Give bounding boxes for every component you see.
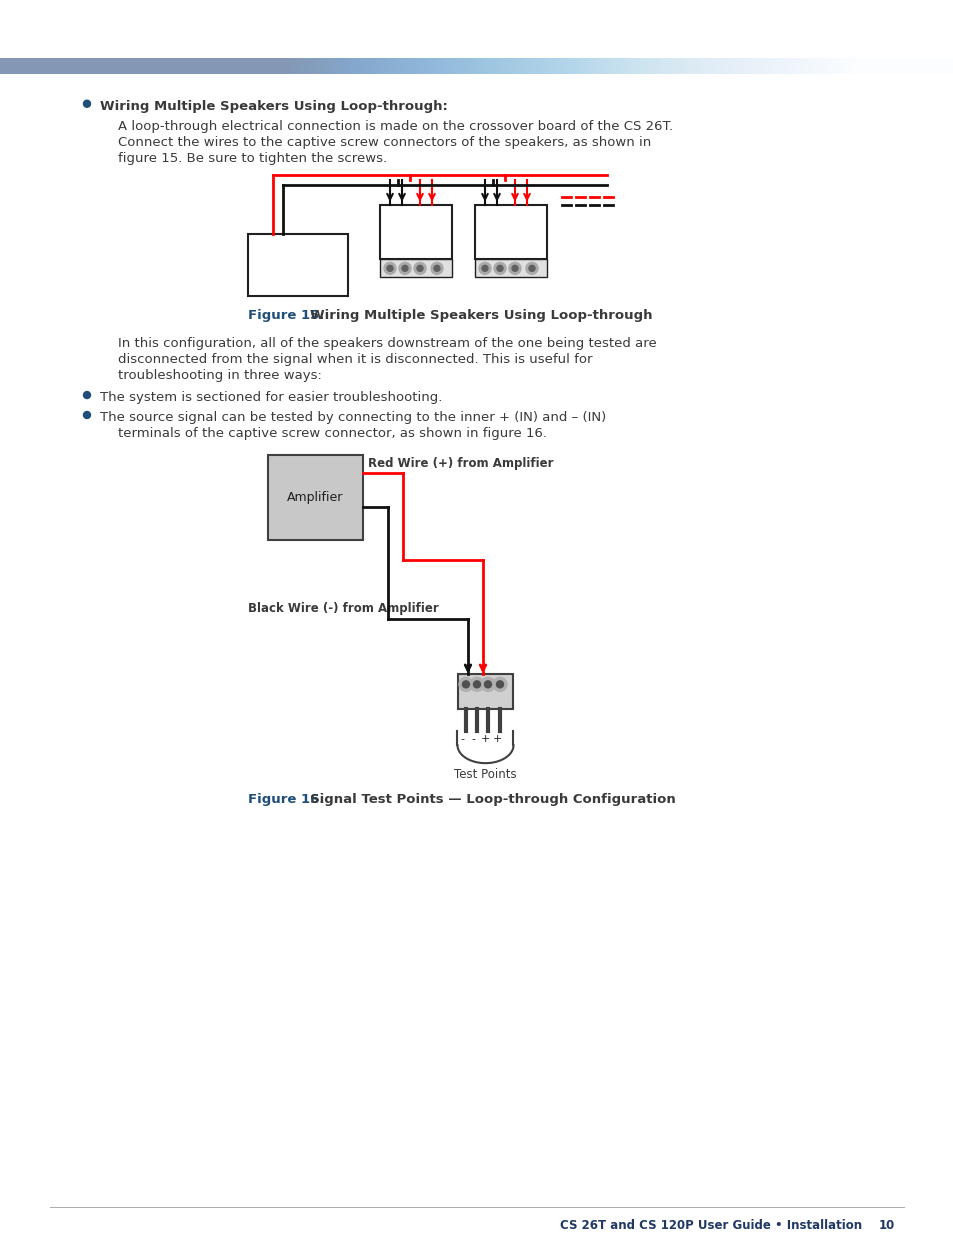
Circle shape [434,266,439,272]
Circle shape [494,262,505,274]
Text: The system is sectioned for easier troubleshooting.: The system is sectioned for easier troub… [100,391,442,404]
Text: Red Wire (+) from Amplifier: Red Wire (+) from Amplifier [368,457,553,469]
Circle shape [496,680,503,688]
Circle shape [398,262,411,274]
Text: figure 15. Be sure to tighten the screws.: figure 15. Be sure to tighten the screws… [118,152,387,164]
Text: +: + [492,735,501,745]
Circle shape [493,677,506,692]
Circle shape [458,677,473,692]
Circle shape [470,677,483,692]
Circle shape [484,680,491,688]
Bar [475,259,546,278]
Bar [379,205,452,259]
Text: + +: + + [410,215,427,225]
Text: terminals of the captive screw connector, as shown in figure 16.: terminals of the captive screw connector… [118,427,546,440]
Text: Test Points: Test Points [454,768,517,781]
Text: + +: + + [504,215,522,225]
Bar [248,235,348,296]
Circle shape [414,262,426,274]
Circle shape [84,100,91,107]
Bar [475,205,546,259]
Text: Wiring Multiple Speakers Using Loop-through: Wiring Multiple Speakers Using Loop-thro… [310,309,652,322]
Circle shape [481,266,488,272]
Circle shape [525,262,537,274]
Text: -: - [459,735,463,745]
Text: - -: - - [479,215,497,225]
Text: Connect the wires to the captive screw connectors of the speakers, as shown in: Connect the wires to the captive screw c… [118,136,651,148]
Text: -: - [471,735,475,745]
Text: The source signal can be tested by connecting to the inner + (IN) and – (IN): The source signal can be tested by conne… [100,411,605,424]
Bar [268,454,363,540]
Circle shape [416,266,422,272]
Text: 10: 10 [878,1219,894,1233]
Text: Signal Test Points — Loop-through Configuration: Signal Test Points — Loop-through Config… [310,793,675,806]
Text: Wiring Multiple Speakers Using Loop-through:: Wiring Multiple Speakers Using Loop-thro… [100,100,447,112]
Text: Figure 16.: Figure 16. [248,793,324,806]
Circle shape [478,262,491,274]
Text: - -: - - [385,215,402,225]
Circle shape [473,680,480,688]
Text: A loop-through electrical connection is made on the crossover board of the CS 26: A loop-through electrical connection is … [118,120,673,132]
Text: +: + [479,735,489,745]
Circle shape [529,266,535,272]
Circle shape [509,262,520,274]
Circle shape [84,411,91,419]
Text: Figure 15.: Figure 15. [248,309,324,322]
Text: Black Wire (-) from Amplifier: Black Wire (-) from Amplifier [248,601,438,615]
Text: troubleshooting in three ways:: troubleshooting in three ways: [118,369,321,382]
Text: disconnected from the signal when it is disconnected. This is useful for: disconnected from the signal when it is … [118,353,592,366]
Text: Amplifier: Amplifier [287,490,343,504]
Text: In this configuration, all of the speakers downstream of the one being tested ar: In this configuration, all of the speake… [118,337,656,351]
Circle shape [384,262,395,274]
Circle shape [497,266,502,272]
Circle shape [431,262,442,274]
Circle shape [480,677,495,692]
Text: CS 26T and CS 120P User Guide • Installation: CS 26T and CS 120P User Guide • Installa… [559,1219,862,1233]
Circle shape [84,391,91,399]
Circle shape [387,266,393,272]
Circle shape [512,266,517,272]
Circle shape [462,680,469,688]
Circle shape [401,266,408,272]
Bar [457,674,513,709]
Bar [379,259,452,278]
